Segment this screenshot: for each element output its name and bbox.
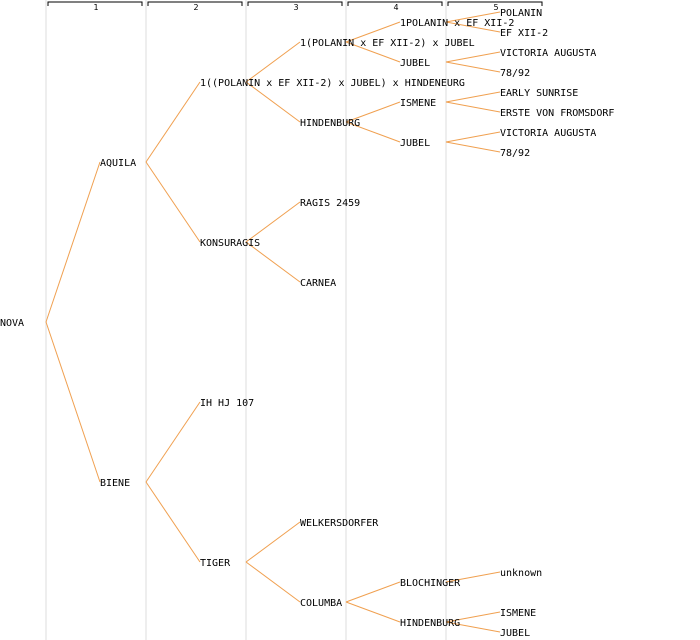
node-n-0-0-1-1-0[interactable]: VICTORIA AUGUSTA — [500, 128, 596, 139]
node-n-0-0-0-0-0[interactable]: POLANIN — [500, 8, 542, 19]
tree-edges — [45, 11, 501, 633]
edge-n-1-1-1-0 — [345, 581, 401, 603]
edge-n-1-1-0 — [245, 521, 301, 563]
node-n-0-0-0-1-1[interactable]: 78/92 — [500, 68, 530, 79]
generation-bracket-5 — [447, 1, 543, 6]
edge-n-0-0-0-0 — [345, 21, 401, 43]
node-n-0-0-1-0-1[interactable]: ERSTE VON FROMSDORF — [500, 108, 614, 119]
node-n-0-0-1-0-0[interactable]: EARLY SUNRISE — [500, 88, 578, 99]
edge-n-0-0-1 — [245, 81, 301, 123]
generation-number-5: 5 — [493, 3, 498, 12]
edge-n-0-0-0-0-0 — [445, 11, 501, 23]
edge-n-0-0-1-1-1 — [445, 141, 501, 153]
node-n-0-0-0-0-1[interactable]: EF XII-2 — [500, 28, 548, 39]
generation-lines — [45, 0, 447, 640]
generation-number-4: 4 — [393, 3, 398, 12]
edge-n-1-1-1-1-1 — [445, 621, 501, 633]
edge-n-1-1-1-1-0 — [445, 611, 501, 623]
node-n-0-0-1-1[interactable]: JUBEL — [400, 138, 430, 149]
node-n-0-0-0-1[interactable]: JUBEL — [400, 58, 430, 69]
generation-bracket-4 — [347, 1, 443, 6]
node-n-1[interactable]: BIENE — [100, 478, 130, 489]
node-n-1-1-1[interactable]: COLUMBA — [300, 598, 342, 609]
edge-n-0-0-0-1-1 — [445, 61, 501, 73]
edge-n-0-0-1-0-0 — [445, 91, 501, 103]
edge-n-1 — [45, 321, 101, 483]
node-n-1-1-1-1-1[interactable]: JUBEL — [500, 628, 530, 639]
edge-n-1-1-1-0-0 — [445, 571, 501, 583]
generation-bracket-1 — [47, 1, 143, 6]
edge-n-0-1 — [145, 161, 201, 243]
edge-n-1-1-1-1 — [345, 601, 401, 623]
node-n-1-1-1-0[interactable]: BLOCHINGER — [400, 578, 461, 589]
node-n-0-0-0-1-0[interactable]: VICTORIA AUGUSTA — [500, 48, 596, 59]
node-n-0-0-1-0[interactable]: ISMENE — [400, 98, 436, 109]
generation-number-1: 1 — [93, 3, 98, 12]
node-n-0-1-0[interactable]: RAGIS 2459 — [300, 198, 360, 209]
edge-n-0-0 — [145, 81, 201, 163]
generation-bracket-2 — [147, 1, 243, 6]
node-n-1-1-0[interactable]: WELKERSDORFER — [300, 518, 379, 529]
node-n-0-0[interactable]: 1((POLANIN x EF XII-2) x JUBEL) x HINDEN… — [200, 78, 465, 89]
generation-number-3: 3 — [293, 3, 298, 12]
edge-n-0-0-0-1 — [345, 41, 401, 63]
edge-n-0-0-1-0 — [345, 101, 401, 123]
edge-n-0-0-1-0-1 — [445, 101, 501, 113]
edge-n-0-1-1 — [245, 241, 301, 283]
node-n-1-1-1-1-0[interactable]: ISMENE — [500, 608, 536, 619]
node-n-1-1-1-0-0[interactable]: unknown — [500, 568, 542, 579]
node-root[interactable]: NOVA — [0, 318, 24, 329]
edge-n-0-0-0 — [245, 41, 301, 83]
node-n-0-0-1-1-1[interactable]: 78/92 — [500, 148, 530, 159]
edge-n-0-0-0-1-0 — [445, 51, 501, 63]
generation-bracket-3 — [247, 1, 343, 6]
edge-n-0-0-1-1-0 — [445, 131, 501, 143]
generation-headers: 1 2 3 4 5 — [47, 1, 543, 12]
node-n-1-0[interactable]: IH HJ 107 — [200, 398, 254, 409]
node-n-0-1[interactable]: KONSURAGIS — [200, 238, 260, 249]
node-n-0-0-0[interactable]: 1(POLANIN x EF XII-2) x JUBEL — [300, 38, 475, 49]
node-n-0[interactable]: AQUILA — [100, 158, 136, 169]
edge-n-0-0-1-1 — [345, 121, 401, 143]
edge-n-1-1 — [145, 481, 201, 563]
node-n-0-1-1[interactable]: CARNEA — [300, 278, 336, 289]
edge-n-0 — [45, 161, 101, 323]
node-n-1-1[interactable]: TIGER — [200, 558, 231, 569]
edge-n-1-1-1 — [245, 561, 301, 603]
node-n-0-0-0-0[interactable]: 1POLANIN x EF XII-2 — [400, 18, 514, 29]
node-n-0-0-1[interactable]: HINDENBURG — [300, 118, 360, 129]
edge-n-0-0-0-0-1 — [445, 21, 501, 33]
edge-n-1-0 — [145, 401, 201, 483]
node-n-1-1-1-1[interactable]: HINDENBURG — [400, 618, 460, 629]
edge-n-0-1-0 — [245, 201, 301, 243]
generation-number-2: 2 — [193, 3, 198, 12]
